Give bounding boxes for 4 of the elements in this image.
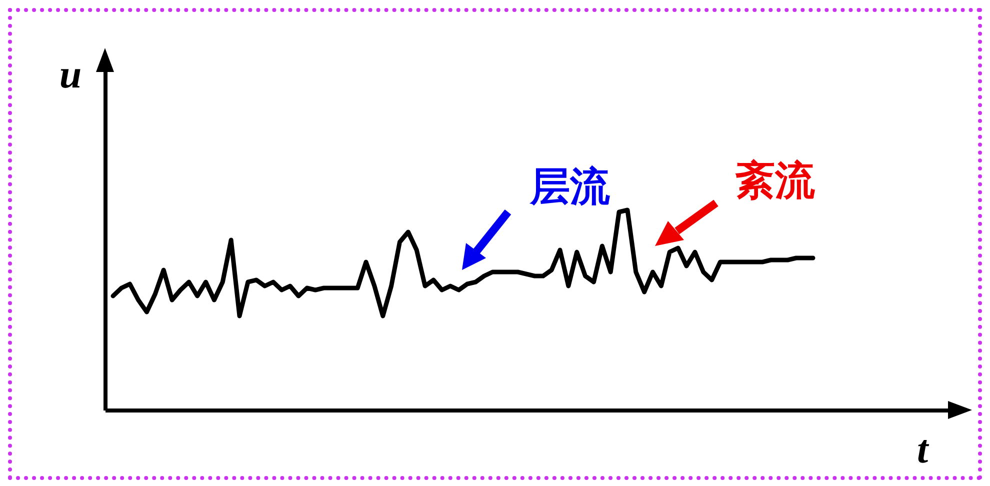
- text: 紊流: [735, 158, 815, 204]
- annotation: 层流: [529, 164, 610, 210]
- x-axis-title: t: [916, 426, 930, 472]
- y-axis-title: u: [59, 52, 82, 96]
